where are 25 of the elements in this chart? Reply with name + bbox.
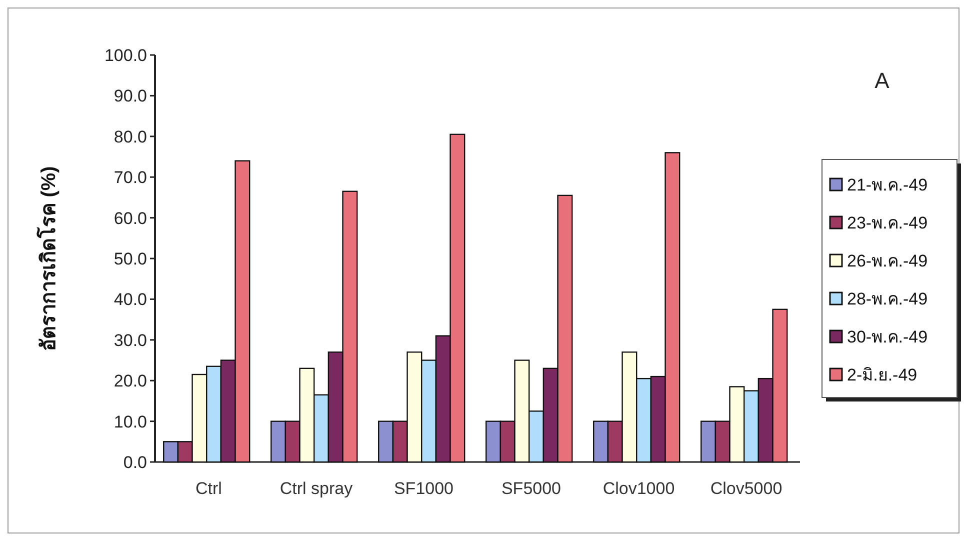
legend-label: 21-พ.ค.-49 (847, 176, 928, 194)
y-tick-label: 60.0 (114, 208, 147, 228)
legend-label: 28-พ.ค.-49 (847, 290, 928, 308)
text: A (874, 68, 890, 93)
x-tick-label: SF5000 (501, 479, 562, 498)
y-tick-label: 80.0 (114, 127, 147, 146)
y-tick-label: 90.0 (114, 86, 147, 106)
y-tick-label: 30.0 (114, 330, 147, 350)
x-tick-label: Clov1000 (602, 479, 675, 498)
x-tick-label: Ctrl (196, 479, 222, 498)
x-tick-label: Clov5000 (710, 479, 782, 498)
x-tick-label: Ctrl spray (280, 479, 354, 498)
legend-label: 2-มิ.ย.-49 (847, 366, 918, 384)
y-tick-label: 70.0 (114, 168, 147, 188)
legend-label: 26-พ.ค.-49 (847, 252, 928, 270)
legend-label: 30-พ.ค.-49 (847, 328, 928, 346)
y-tick-label: 100.0 (104, 46, 147, 65)
y-tick-label: 0.0 (123, 453, 147, 472)
legend-label: 23-พ.ค.-49 (847, 214, 928, 232)
y-tick-label: 40.0 (114, 290, 147, 310)
y-tick-label: 50.0 (114, 250, 147, 268)
y-tick-label: 20.0 (114, 372, 147, 391)
y-axis-title: อัตราการเกิดโรค (%) (36, 166, 60, 351)
y-tick-label: 10.0 (114, 412, 147, 432)
x-tick-label: SF1000 (394, 479, 454, 498)
